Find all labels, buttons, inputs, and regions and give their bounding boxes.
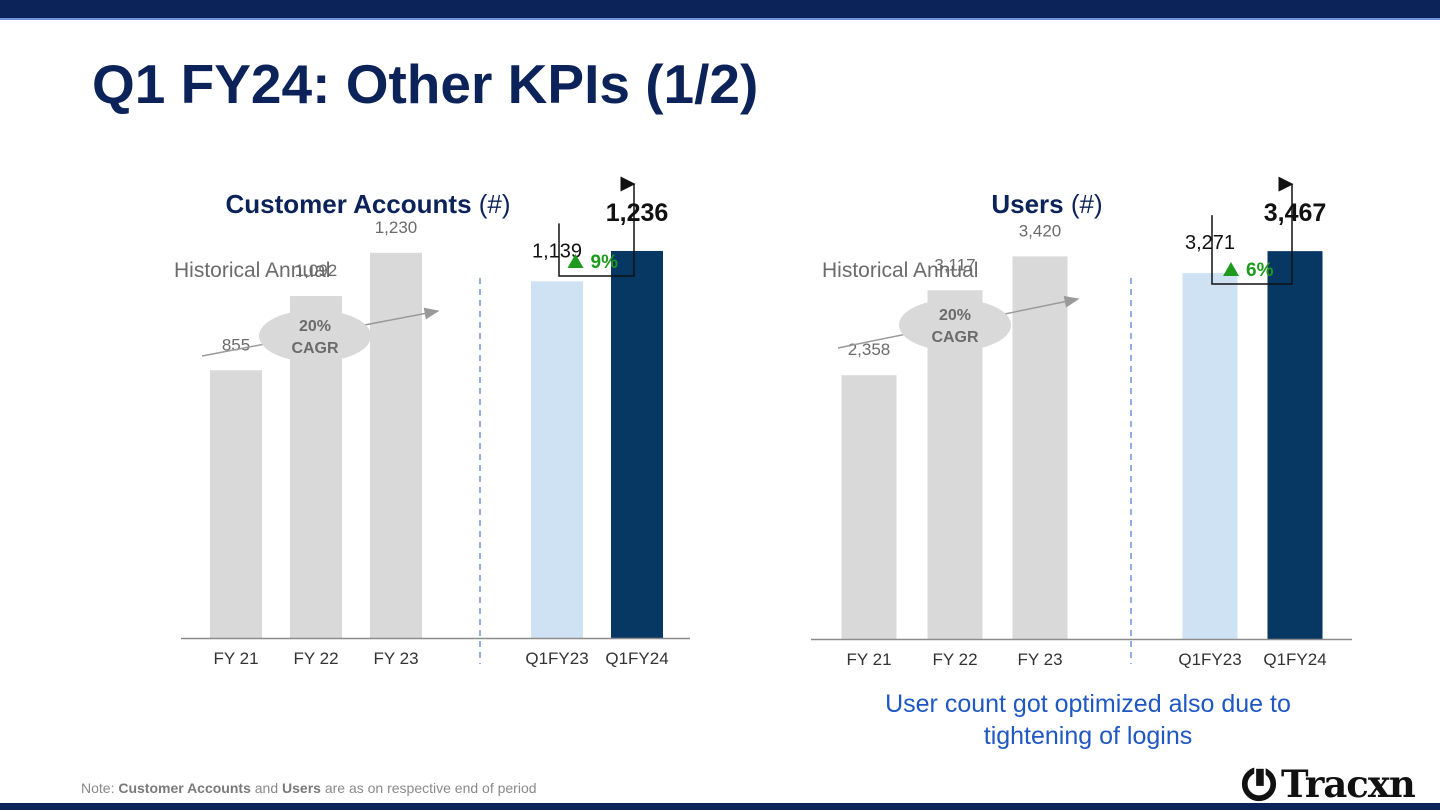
data-label: 1,230	[375, 218, 418, 237]
chart-title-unit: (#)	[1070, 189, 1103, 219]
data-label: 3,420	[1019, 221, 1062, 240]
footnote-prefix: Note:	[81, 780, 119, 796]
footnote-bold-users: Users	[282, 780, 321, 796]
users-footnote: User count got optimized also due to tig…	[885, 690, 1291, 750]
bar-q1fy23	[531, 281, 583, 638]
category-label: Q1FY24	[605, 649, 668, 668]
footnote-suffix: are as on respective end of period	[320, 780, 537, 796]
category-label: FY 23	[373, 649, 418, 668]
cagr-percent: 20%	[939, 307, 971, 324]
chart-title-text: Users	[991, 189, 1064, 219]
cagr-badge	[899, 299, 1011, 351]
data-label: 855	[222, 335, 250, 354]
category-label: FY 22	[932, 650, 977, 669]
data-label: 3,467	[1264, 199, 1327, 227]
footnote-bold-customer-accounts: Customer Accounts	[118, 780, 251, 796]
bottom-banner	[0, 803, 1440, 810]
bar-fy21	[841, 375, 897, 639]
bar-fy23	[1012, 256, 1068, 639]
section-label: Historical Annual	[822, 259, 978, 282]
tracxn-logo: Tracxn	[1240, 762, 1416, 806]
section-label: Historical Annual	[174, 259, 330, 282]
bar-q1fy23	[1182, 273, 1238, 639]
cagr-text: CAGR	[931, 329, 979, 346]
growth-bracket	[1211, 176, 1294, 285]
category-label: FY 23	[1017, 650, 1062, 669]
footnote-mid: and	[250, 780, 283, 796]
cagr-percent: 20%	[299, 318, 331, 335]
top-banner	[0, 0, 1440, 18]
chart-title-text: Customer Accounts	[225, 189, 472, 219]
data-label: 1,236	[606, 199, 669, 227]
data-label: 3,117	[934, 255, 975, 274]
data-label: 1,092	[295, 261, 338, 280]
footnote: Note: Customer Accounts and Users are as…	[81, 780, 537, 796]
category-label: FY 22	[293, 649, 338, 668]
cagr-text: CAGR	[291, 340, 339, 357]
data-label: 3,271	[1185, 232, 1235, 254]
bar-q1fy24	[1267, 251, 1323, 639]
category-label: Q1FY24	[1263, 650, 1326, 669]
chart-title-unit: (#)	[478, 189, 511, 219]
top-banner-accent	[0, 18, 1440, 20]
page-title: Q1 FY24: Other KPIs (1/2)	[92, 53, 759, 115]
chart-title-customer-accounts: Customer Accounts (#)	[225, 189, 510, 220]
tracxn-logo-text: Tracxn	[1281, 762, 1416, 806]
growth-bracket	[558, 176, 636, 277]
growth-up-triangle-icon	[1223, 262, 1239, 276]
cagr-badge	[259, 310, 371, 362]
growth-label: 6%	[1246, 260, 1274, 281]
bar-fy23	[370, 252, 422, 638]
data-label: 2,358	[848, 340, 891, 359]
bar-q1fy24	[611, 250, 663, 639]
growth-label: 9%	[591, 252, 619, 273]
category-label: FY 21	[213, 649, 258, 668]
category-label: FY 21	[846, 650, 891, 669]
category-label: Q1FY23	[525, 649, 588, 668]
chart-title-users: Users (#)	[991, 189, 1102, 220]
category-label: Q1FY23	[1178, 650, 1241, 669]
bar-fy21	[210, 370, 262, 638]
data-label: 1,139	[532, 240, 582, 262]
growth-up-triangle-icon	[567, 254, 584, 268]
tracxn-logo-icon	[1241, 766, 1277, 802]
